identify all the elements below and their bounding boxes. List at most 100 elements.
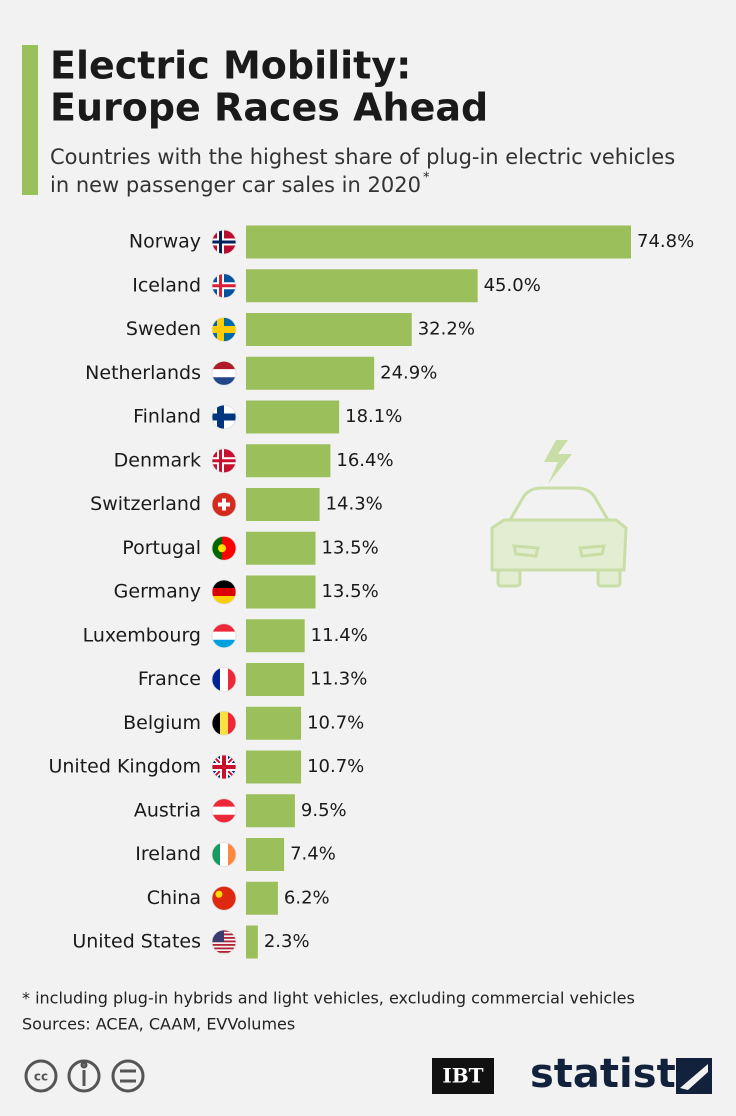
cc-icons: [24, 1059, 145, 1093]
flag-stripe: [212, 814, 236, 823]
category-label: Belgium: [123, 712, 201, 734]
flag-ring: [211, 710, 237, 736]
value-label: 10.7%: [307, 756, 364, 777]
bar: [246, 356, 375, 390]
bar: [246, 706, 302, 740]
flag-stripe: [212, 806, 236, 815]
category-label: United Kingdom: [48, 756, 201, 778]
flag-stripe: [212, 639, 236, 648]
value-label: 32.2%: [418, 319, 475, 340]
bar: [246, 225, 631, 259]
bar: [246, 794, 295, 828]
chart-subtitle: in new passenger car sales in 2020: [50, 173, 421, 197]
category-label: Finland: [133, 406, 201, 428]
bar: [246, 925, 258, 959]
flag-stripe: [212, 596, 236, 604]
category-label: Luxembourg: [83, 624, 201, 646]
flag-ring: [211, 623, 237, 649]
category-label: Austria: [134, 799, 201, 821]
flag: [211, 885, 237, 911]
flag-stripe: [212, 711, 220, 736]
value-label: 74.8%: [637, 231, 694, 252]
flag-body: [212, 230, 236, 254]
value-label: 24.9%: [380, 362, 437, 383]
flag-ring: [211, 579, 237, 605]
footnote-marker: *: [423, 171, 430, 186]
value-label: 7.4%: [290, 844, 336, 865]
ibt-logo-box: [432, 1058, 494, 1094]
flag-body: [212, 273, 236, 298]
flag-stripe: [212, 580, 236, 588]
category-label: Sweden: [126, 318, 201, 340]
flag-stripe: [220, 842, 228, 867]
flag-stripe: [212, 536, 222, 561]
category-label: Norway: [129, 231, 201, 253]
bar: [246, 444, 331, 478]
flag-ring: [211, 492, 237, 517]
cc-label: cc: [34, 1070, 48, 1084]
flag-stripe: [212, 588, 236, 596]
flag-ring: [211, 885, 237, 911]
flag-stripe: [212, 377, 236, 386]
value-label: 11.3%: [310, 669, 367, 690]
flag-stripe: [212, 631, 236, 640]
category-label: Portugal: [122, 537, 201, 559]
flag-body: [212, 667, 236, 692]
flag-ring: [211, 798, 237, 824]
flag: [211, 317, 237, 342]
statista-icon: [676, 1058, 712, 1094]
flag-body: [212, 317, 236, 342]
flag-ring: [211, 929, 237, 955]
category-label: China: [147, 887, 201, 909]
flag-stripe: [212, 944, 236, 946]
flag: [211, 535, 237, 561]
bar: [246, 663, 305, 696]
flag-stripe: [212, 842, 220, 867]
flag: [211, 404, 237, 430]
flag-cross: [212, 459, 236, 463]
footnote: * including plug-in hybrids and light ve…: [22, 989, 635, 1008]
category-label: Ireland: [135, 843, 201, 865]
flag-stripe: [212, 623, 236, 632]
flag-body: [212, 623, 236, 648]
flag-cross: [212, 284, 236, 288]
value-label: 9.5%: [301, 800, 347, 821]
flag: [211, 360, 237, 386]
value-label: 18.1%: [345, 406, 402, 427]
value-label: 6.2%: [284, 887, 330, 908]
flag-emblem: [218, 544, 226, 553]
flag: [211, 842, 237, 867]
flag-cross: [222, 498, 226, 511]
flag-cross: [219, 317, 222, 342]
value-label: 13.5%: [321, 581, 378, 602]
bar: [246, 575, 316, 609]
flag: [211, 667, 237, 692]
value-label: 2.3%: [264, 931, 310, 952]
flag-field: [212, 886, 236, 911]
flag-cross: [219, 448, 222, 473]
accent-bar: [22, 45, 38, 195]
flag-cross: [212, 415, 236, 419]
flag: [211, 273, 237, 299]
flag-body: [212, 405, 236, 429]
chart-title: Electric Mobility:: [50, 44, 411, 88]
category-label: United States: [72, 931, 201, 953]
bar: [246, 531, 316, 565]
category-label: Denmark: [114, 449, 201, 471]
bar: [246, 488, 320, 521]
category-label: Switzerland: [90, 493, 201, 515]
flag: [211, 492, 237, 517]
flag-cross: [212, 240, 236, 244]
flag: [211, 229, 237, 255]
flag-stripe: [228, 711, 236, 736]
flag-ring: [211, 273, 237, 299]
flag-ring: [211, 360, 237, 386]
flag-body: [212, 361, 236, 386]
flag-cross: [212, 328, 236, 331]
flag-body: [212, 711, 236, 736]
chart-subtitle: Countries with the highest share of plug…: [50, 145, 675, 169]
chart-title: Europe Races Ahead: [50, 86, 488, 130]
flag-cross: [219, 273, 222, 298]
flag-stripe: [212, 667, 220, 692]
bar: [246, 881, 278, 915]
